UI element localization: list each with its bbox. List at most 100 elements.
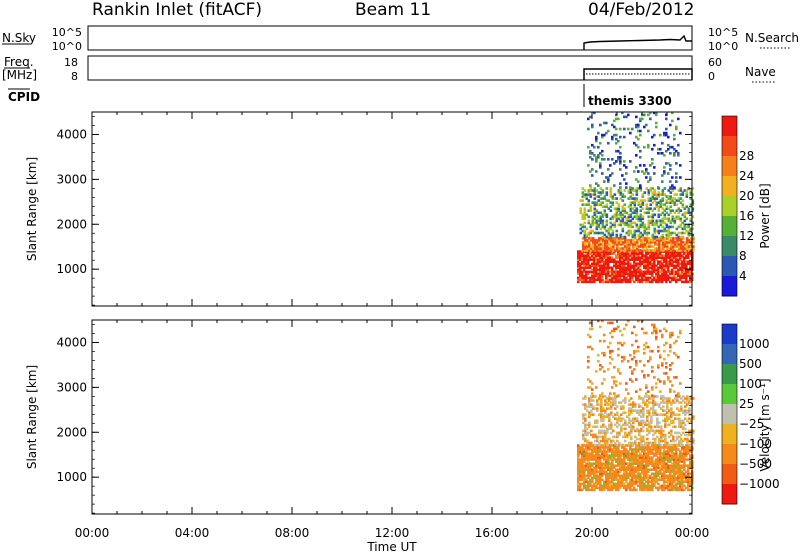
power-cell — [583, 207, 587, 210]
power-cell — [677, 207, 681, 210]
power-cell — [673, 211, 677, 215]
power-cell — [646, 245, 649, 248]
power-cell — [661, 258, 664, 261]
velocity-cell — [668, 397, 671, 400]
power-cell — [629, 223, 633, 227]
velocity-cell — [610, 431, 613, 435]
power-cell — [631, 270, 634, 274]
velocity-cell — [650, 407, 653, 410]
power-cell — [671, 217, 675, 221]
velocity-cell — [587, 378, 590, 381]
velocity-cell — [677, 468, 680, 471]
velocity-cell — [655, 450, 658, 453]
velocity-cell — [666, 403, 669, 406]
velocity-cell — [579, 464, 582, 467]
power-cell — [613, 252, 616, 255]
velocity-cell — [653, 329, 656, 333]
power-cell — [683, 276, 686, 280]
velocity-cell — [601, 454, 604, 457]
power-cell — [629, 219, 633, 223]
power-cell — [629, 191, 633, 194]
velocity-cell — [615, 446, 618, 449]
velocity-cell — [640, 415, 643, 418]
velocity-cell — [645, 488, 648, 492]
velocity-cell — [614, 417, 617, 420]
velocity-cell — [609, 362, 612, 365]
power-cell — [669, 168, 672, 171]
power-colorbar-label: Power [dB] — [758, 183, 772, 248]
velocity-cell — [615, 448, 618, 451]
velocity-cell — [612, 429, 615, 433]
velocity-colorbar-tick: −1000 — [739, 477, 780, 491]
velocity-cell — [621, 462, 624, 465]
power-cell — [659, 235, 663, 239]
velocity-cell — [605, 458, 608, 461]
power-cell — [581, 276, 584, 280]
velocity-cell — [645, 460, 648, 463]
velocity-cell — [604, 399, 607, 402]
velocity-cell — [588, 425, 591, 429]
velocity-ytick-label: 4000 — [56, 335, 87, 349]
velocity-cell — [632, 417, 635, 420]
velocity-cell — [604, 439, 607, 443]
power-cell — [656, 239, 659, 242]
power-cell — [653, 223, 657, 227]
velocity-cell — [641, 476, 644, 480]
velocity-cell — [601, 468, 604, 471]
velocity-cell — [667, 460, 670, 463]
power-cell — [670, 247, 673, 250]
velocity-cell — [601, 474, 604, 478]
velocity-cell — [661, 362, 664, 365]
power-cell — [647, 197, 651, 200]
velocity-ytick-label: 2000 — [56, 425, 87, 439]
power-cell — [635, 223, 639, 227]
velocity-cell — [601, 464, 604, 467]
velocity-cell — [609, 484, 612, 488]
power-cell — [607, 141, 610, 145]
velocity-cell — [638, 437, 641, 441]
velocity-cell — [647, 486, 650, 490]
velocity-cell — [661, 460, 664, 463]
velocity-cell — [614, 395, 617, 398]
velocity-cell — [587, 446, 590, 449]
power-cell — [651, 268, 654, 272]
power-cell — [593, 280, 596, 284]
velocity-cell — [665, 372, 668, 375]
power-cell — [611, 268, 614, 272]
velocity-cell — [579, 450, 582, 453]
velocity-cell — [623, 468, 626, 471]
power-cell — [583, 211, 587, 215]
velocity-cell — [683, 480, 686, 484]
velocity-cell — [620, 419, 623, 423]
velocity-cell — [603, 339, 606, 343]
power-cell — [603, 266, 606, 270]
velocity-cell — [667, 468, 670, 471]
power-cell — [683, 258, 686, 261]
power-cell — [673, 186, 676, 189]
velocity-cell — [632, 441, 635, 445]
power-cell — [629, 229, 633, 233]
power-cell — [591, 258, 594, 261]
power-cell — [581, 254, 584, 257]
velocity-cell — [670, 409, 673, 412]
power-cell — [599, 217, 603, 221]
velocity-cell — [591, 476, 594, 480]
velocity-cell — [651, 388, 654, 391]
power-cell — [669, 270, 672, 274]
power-cell — [663, 166, 666, 169]
velocity-cell — [682, 409, 685, 412]
velocity-colorbar-frame — [721, 323, 738, 505]
velocity-cell — [577, 482, 580, 486]
power-cell — [679, 219, 683, 223]
velocity-cell — [582, 435, 585, 439]
velocity-cell — [602, 395, 605, 398]
velocity-cell — [639, 458, 642, 461]
power-cell — [585, 256, 588, 259]
power-cell — [632, 239, 635, 242]
power-cell — [631, 217, 635, 221]
velocity-cell — [623, 355, 626, 359]
power-cell — [610, 247, 613, 250]
power-cell — [635, 154, 638, 157]
power-cell — [622, 243, 625, 246]
velocity-cell — [613, 446, 616, 449]
